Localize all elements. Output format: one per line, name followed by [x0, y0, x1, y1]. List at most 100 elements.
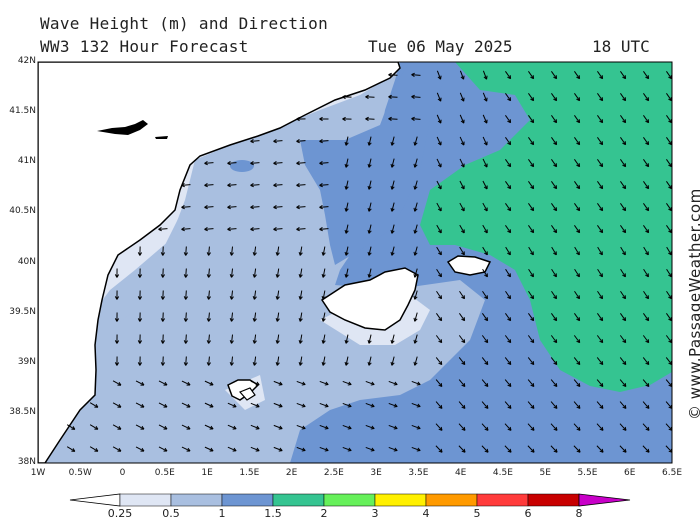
wave-arrow-icon	[250, 402, 260, 408]
wave-arrow-icon	[89, 402, 99, 408]
wave-arrow-icon	[367, 246, 372, 256]
colorbar-label: 0.5	[162, 507, 180, 520]
wave-arrow-icon	[505, 115, 512, 124]
wave-arrow-icon	[574, 290, 581, 300]
wave-arrow-icon	[551, 225, 558, 234]
wave-arrow-icon	[574, 93, 581, 102]
wave-arrow-icon	[229, 290, 234, 300]
wave-arrow-icon	[273, 424, 283, 430]
wave-arrow-icon	[342, 94, 352, 100]
wave-arrow-icon	[296, 139, 306, 144]
wave-arrow-icon	[344, 224, 349, 234]
lon-label: 3.5E	[408, 468, 429, 478]
wave-arrow-icon	[505, 71, 512, 80]
wave-arrow-icon	[229, 312, 234, 322]
wave-arrow-icon	[528, 290, 535, 300]
wave-arrow-icon	[296, 446, 306, 452]
wave-arrow-icon	[459, 114, 465, 124]
lon-label: 0.5W	[68, 468, 92, 478]
wave-arrow-icon	[458, 379, 466, 387]
wave-arrow-icon	[411, 402, 421, 408]
wave-arrow-icon	[66, 424, 76, 430]
wave-arrow-icon	[321, 290, 326, 300]
wave-arrow-icon	[296, 161, 306, 166]
wave-arrow-icon	[206, 312, 211, 322]
wave-arrow-icon	[206, 334, 211, 344]
wave-arrow-icon	[181, 380, 191, 386]
wave-arrow-icon	[158, 446, 168, 452]
wave-arrow-icon	[252, 290, 257, 300]
wave-arrow-icon	[504, 423, 512, 431]
wave-arrow-icon	[296, 205, 306, 210]
wave-arrow-icon	[597, 181, 604, 190]
wave-arrow-icon	[436, 224, 442, 234]
wave-arrow-icon	[528, 268, 534, 278]
wave-arrow-icon	[597, 159, 604, 168]
wave-arrow-icon	[275, 268, 280, 278]
colorbar-label: 4	[422, 507, 430, 520]
wave-arrow-icon	[344, 268, 349, 278]
wave-arrow-icon	[183, 268, 188, 278]
wave-arrow-icon	[619, 401, 627, 409]
wave-arrow-icon	[482, 180, 488, 190]
wave-arrow-icon	[160, 312, 166, 322]
wave-arrow-icon	[574, 203, 581, 212]
lat-label: 38N	[17, 457, 36, 467]
wave-arrow-icon	[158, 380, 168, 386]
wave-arrow-icon	[573, 357, 581, 366]
wave-arrow-icon	[482, 92, 488, 102]
wave-arrow-icon	[573, 423, 581, 431]
wave-arrow-icon	[388, 380, 398, 386]
wave-arrow-icon	[227, 227, 237, 232]
wave-arrow-icon	[574, 181, 581, 190]
wave-arrow-icon	[367, 334, 372, 344]
wave-arrow-icon	[436, 136, 442, 146]
wave-arrow-icon	[620, 181, 627, 190]
wave-arrow-icon	[250, 183, 260, 188]
wave-arrow-icon	[112, 424, 122, 430]
wave-arrow-icon	[137, 356, 143, 366]
wave-arrow-icon	[413, 334, 418, 344]
wave-arrow-icon	[505, 268, 511, 278]
wave-arrow-icon	[643, 115, 650, 124]
wave-arrow-icon	[643, 290, 650, 300]
wave-arrow-icon	[158, 402, 168, 408]
wave-arrow-icon	[458, 445, 466, 453]
wave-arrow-icon	[273, 446, 283, 452]
wave-arrow-icon	[573, 379, 581, 387]
colorbar-segment	[119, 493, 172, 507]
wave-arrow-icon	[273, 161, 283, 166]
wave-arrow-icon	[619, 313, 627, 322]
wave-arrow-icon	[620, 159, 627, 168]
wave-arrow-icon	[527, 335, 535, 344]
wave-arrow-icon	[344, 158, 349, 168]
lat-label: 41N	[17, 156, 36, 167]
wave-arrow-icon	[390, 202, 395, 212]
wave-arrow-icon	[227, 205, 237, 210]
wave-arrow-icon	[574, 225, 581, 234]
wave-arrow-icon	[273, 139, 283, 144]
lat-label: 40.5N	[9, 206, 36, 217]
wave-arrow-icon	[620, 137, 627, 146]
colorbar-label: 3	[371, 507, 379, 520]
forecast-time: 18 UTC	[592, 37, 650, 56]
wave-zone-0.5-1m-band	[100, 150, 245, 330]
wave-arrow-icon	[436, 290, 443, 300]
wave-arrow-icon	[114, 268, 120, 278]
wave-arrow-icon	[298, 312, 303, 322]
wave-arrow-icon	[411, 380, 421, 386]
wave-arrow-icon	[342, 424, 352, 430]
wave-arrow-icon	[551, 71, 558, 80]
wave-arrow-icon	[273, 380, 283, 386]
wave-arrow-icon	[275, 246, 280, 256]
wave-arrow-icon	[504, 445, 512, 453]
wave-arrow-icon	[319, 227, 329, 232]
wave-arrow-icon	[574, 115, 581, 124]
wave-arrow-icon	[275, 312, 280, 322]
wave-arrow-icon	[321, 356, 326, 366]
wave-arrow-icon	[551, 290, 558, 300]
wave-arrow-icon	[619, 357, 627, 366]
wave-arrow-icon	[252, 246, 257, 256]
wave-arrow-icon	[296, 424, 306, 430]
wave-arrow-icon	[183, 290, 188, 300]
